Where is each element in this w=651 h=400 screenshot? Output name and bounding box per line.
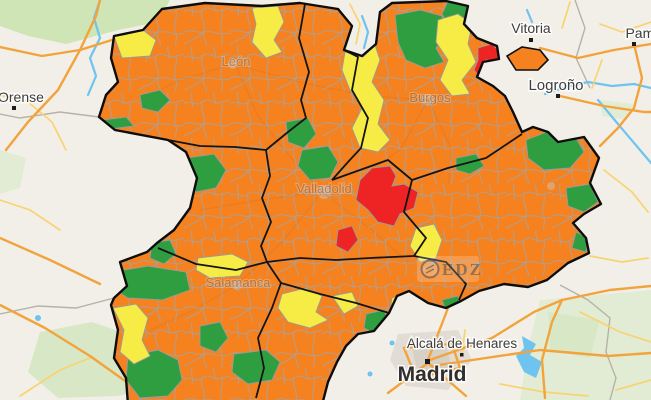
risk-yellow-municipalities[interactable] (112, 5, 477, 365)
city-labels: Vitoria Pamplona Logroño Orense Madrid A… (0, 19, 651, 388)
city-label-alcala: Alcalá de Henares (407, 336, 518, 351)
region-city-label-valladolid: Valladolid (296, 181, 351, 196)
watermark-text: EDZ (442, 260, 483, 279)
city-dot-logrono (556, 94, 560, 98)
region-city-label-burgos: Burgos (409, 90, 451, 105)
region-city-label-salamanca: Salamanca (205, 275, 271, 290)
admin-borders (0, 0, 617, 400)
city-label-pamplona: Pamplona (625, 25, 651, 41)
region-outline (97, 0, 603, 400)
trevino-enclave[interactable] (505, 46, 550, 71)
watermark-logo-glyph (425, 264, 435, 274)
edz-watermark: EDZ (417, 256, 483, 282)
city-dot-orense (12, 106, 16, 110)
city-dots (12, 38, 636, 364)
city-label-vitoria: Vitoria (511, 20, 551, 36)
city-label-logrono: Logroño (528, 77, 583, 94)
city-dot-vitoria (529, 38, 533, 42)
province-borders (157, 3, 523, 399)
watermark-logo-icon (420, 259, 440, 279)
city-label-orense: Orense (0, 89, 44, 105)
watermark-box (417, 256, 479, 282)
city-dot-madrid (425, 359, 430, 364)
region-city-labels: León Burgos Valladolid Salamanca (204, 53, 452, 291)
region-city-label-leon: León (222, 54, 251, 69)
city-dot-alcala (460, 353, 464, 357)
city-label-madrid: Madrid (398, 363, 467, 386)
city-dot-pamplona (632, 42, 636, 46)
